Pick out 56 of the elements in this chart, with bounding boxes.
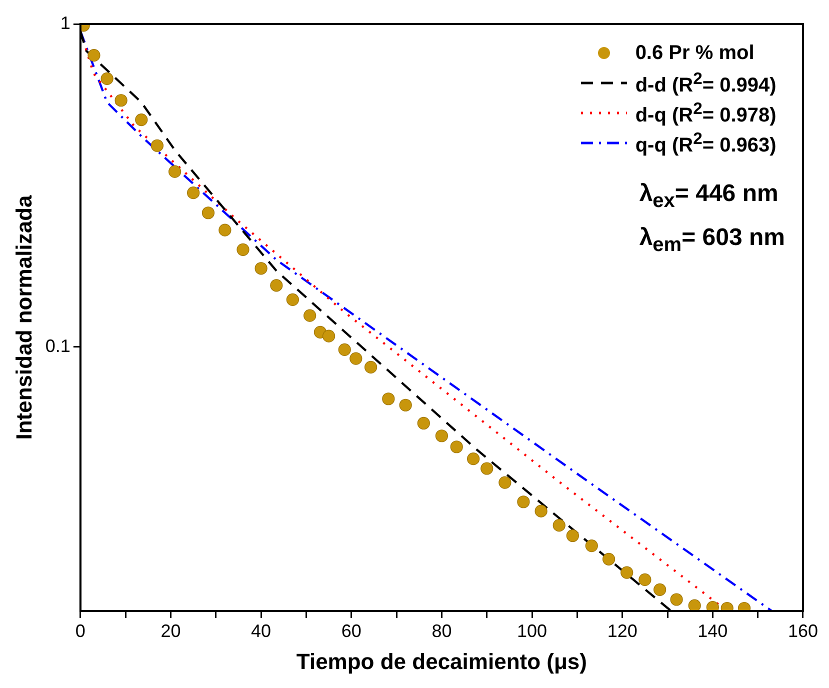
legend-label: d-d (R$^{2}$= 0.994): [635, 68, 776, 98]
x-tick-label: 100: [517, 620, 548, 641]
point: [585, 539, 598, 552]
y-tick-label: 0.1: [45, 336, 70, 356]
point: [517, 496, 530, 508]
point: [566, 529, 579, 542]
point: [602, 552, 616, 566]
point: [688, 599, 701, 611]
point: [254, 262, 268, 275]
point: [202, 206, 215, 220]
x-tick-label: 0: [75, 620, 86, 641]
point: [114, 94, 128, 107]
point: [270, 279, 283, 292]
x-tick-label: 80: [432, 620, 452, 641]
x-tick-label: 160: [788, 620, 818, 641]
x-axis-title: Tiempo de decaimiento (μs): [296, 648, 587, 674]
point: [670, 593, 683, 606]
point: [304, 309, 316, 322]
x-tick-label: 60: [341, 620, 362, 641]
y-tick-label: 1: [60, 12, 70, 33]
point: [534, 504, 548, 518]
x-tick-label: 140: [698, 620, 728, 641]
point: [435, 430, 448, 442]
point: [654, 583, 666, 596]
point: [286, 293, 299, 306]
point: [218, 224, 232, 236]
x-tick-label: 40: [251, 620, 272, 641]
point: [100, 72, 114, 85]
point: [88, 48, 100, 62]
point: [399, 398, 412, 412]
point: [638, 573, 652, 586]
point: [552, 519, 566, 532]
point: [135, 113, 148, 126]
point: [338, 343, 351, 356]
point: [467, 452, 480, 466]
point: [168, 165, 182, 178]
point: [620, 566, 634, 579]
legend-label: 0.6 Pr % mol: [635, 42, 754, 64]
point: [498, 476, 512, 489]
point: [322, 330, 336, 342]
legend-label: q-q (R$^{2}$= 0.963): [635, 128, 776, 158]
point: [417, 416, 430, 430]
x-tick-label: 20: [160, 620, 181, 641]
point: [350, 352, 362, 365]
annotation: λ$_{em}$= 603 nm: [639, 224, 785, 258]
point: [364, 360, 378, 374]
point: [187, 186, 200, 200]
annotation: λ$_{ex}$= 446 nm: [639, 180, 780, 214]
y-axis-title: Intensidad normalizada: [11, 194, 36, 440]
point: [480, 462, 494, 475]
legend-label: d-q (R$^{2}$= 0.978): [635, 98, 776, 128]
point: [236, 243, 250, 256]
point: [450, 440, 463, 454]
point: [382, 392, 395, 406]
point: [150, 139, 164, 152]
x-tick-label: 120: [607, 620, 638, 641]
